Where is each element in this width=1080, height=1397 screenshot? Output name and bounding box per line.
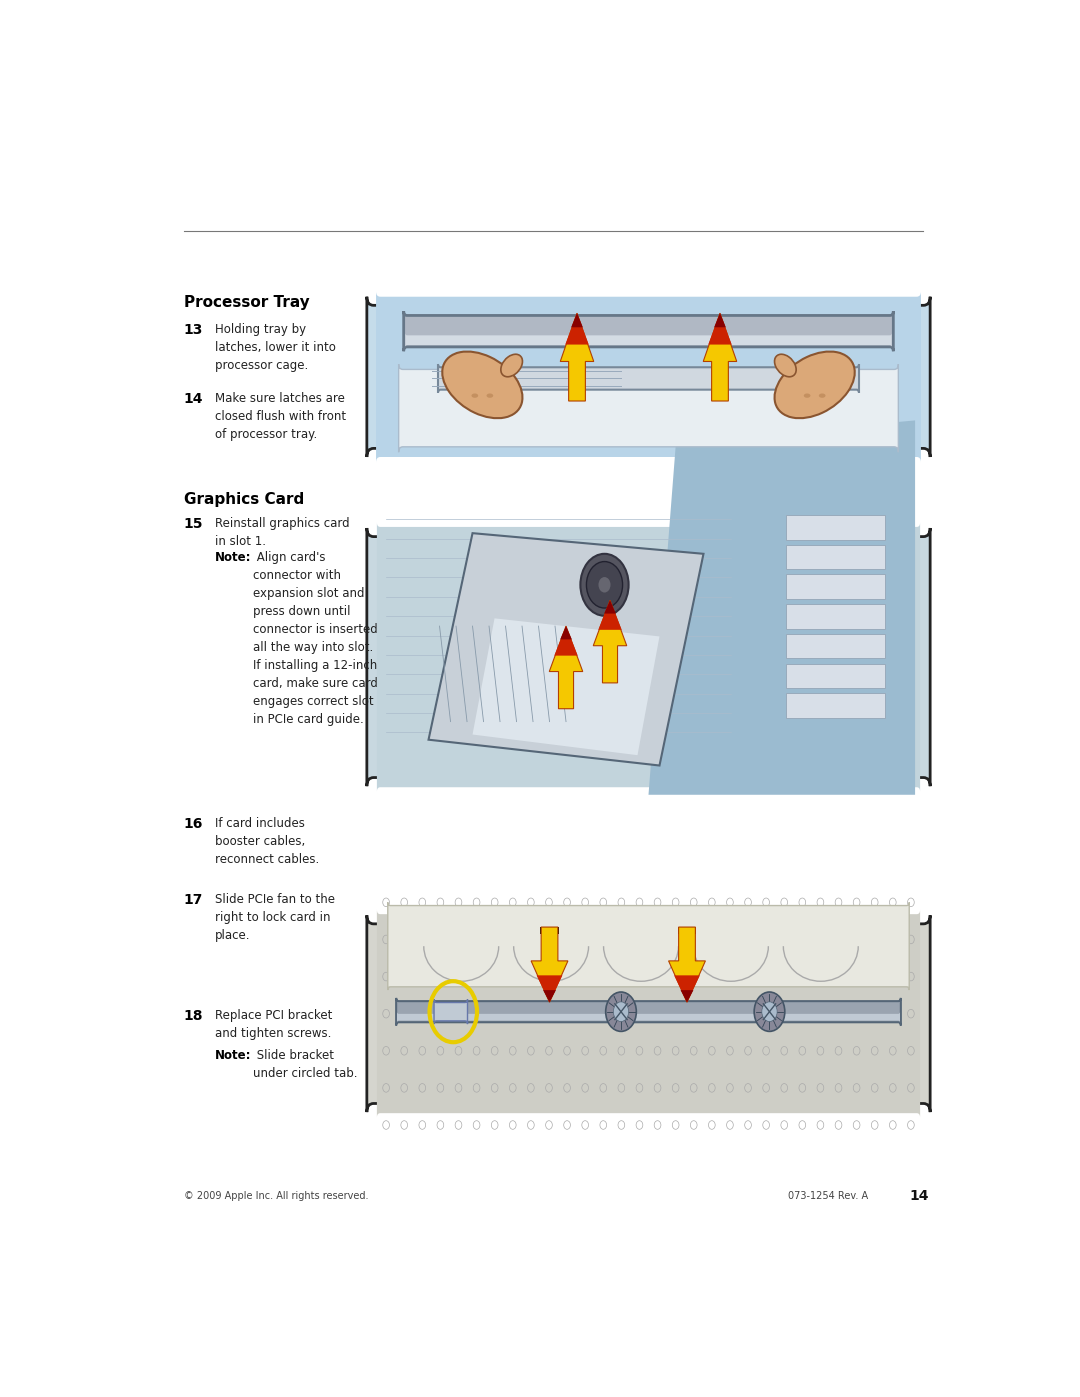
FancyBboxPatch shape bbox=[377, 909, 920, 1118]
Polygon shape bbox=[565, 313, 589, 345]
Polygon shape bbox=[598, 601, 622, 630]
Circle shape bbox=[754, 992, 785, 1031]
FancyBboxPatch shape bbox=[786, 693, 885, 718]
Circle shape bbox=[580, 553, 629, 616]
Text: Processor Tray: Processor Tray bbox=[184, 295, 309, 310]
Text: 18: 18 bbox=[184, 1009, 203, 1023]
FancyBboxPatch shape bbox=[367, 528, 930, 787]
Ellipse shape bbox=[486, 394, 494, 398]
Polygon shape bbox=[680, 990, 693, 1002]
Text: Note:: Note: bbox=[215, 550, 252, 563]
Text: © 2009 Apple Inc. All rights reserved.: © 2009 Apple Inc. All rights reserved. bbox=[184, 1192, 368, 1201]
Polygon shape bbox=[678, 928, 697, 933]
Text: 15: 15 bbox=[184, 517, 203, 531]
Ellipse shape bbox=[819, 394, 825, 398]
FancyBboxPatch shape bbox=[376, 292, 921, 462]
Polygon shape bbox=[669, 928, 705, 1002]
FancyBboxPatch shape bbox=[396, 997, 901, 1025]
Polygon shape bbox=[537, 975, 563, 1002]
Polygon shape bbox=[604, 601, 616, 613]
Polygon shape bbox=[550, 626, 583, 708]
Ellipse shape bbox=[442, 352, 523, 418]
Polygon shape bbox=[531, 928, 568, 1002]
FancyBboxPatch shape bbox=[786, 545, 885, 570]
Polygon shape bbox=[714, 313, 726, 327]
Polygon shape bbox=[593, 601, 626, 683]
FancyBboxPatch shape bbox=[377, 522, 920, 792]
Circle shape bbox=[586, 562, 622, 608]
Text: Slide bracket
under circled tab.: Slide bracket under circled tab. bbox=[253, 1049, 357, 1080]
FancyBboxPatch shape bbox=[786, 574, 885, 599]
Polygon shape bbox=[561, 626, 572, 640]
Ellipse shape bbox=[472, 394, 478, 398]
FancyBboxPatch shape bbox=[404, 312, 893, 351]
Ellipse shape bbox=[501, 355, 523, 377]
Text: If card includes
booster cables,
reconnect cables.: If card includes booster cables, reconne… bbox=[215, 817, 320, 866]
Text: 14: 14 bbox=[909, 1189, 929, 1203]
Text: 16: 16 bbox=[184, 817, 203, 831]
Polygon shape bbox=[429, 534, 703, 766]
Text: Reinstall graphics card
in slot 1.: Reinstall graphics card in slot 1. bbox=[215, 517, 350, 548]
Ellipse shape bbox=[774, 352, 854, 418]
FancyBboxPatch shape bbox=[399, 365, 899, 453]
Polygon shape bbox=[708, 313, 732, 345]
Polygon shape bbox=[473, 619, 660, 756]
Polygon shape bbox=[543, 990, 556, 1002]
Ellipse shape bbox=[774, 355, 796, 377]
FancyBboxPatch shape bbox=[786, 664, 885, 689]
FancyBboxPatch shape bbox=[786, 515, 885, 539]
Polygon shape bbox=[571, 313, 583, 327]
Circle shape bbox=[761, 1002, 778, 1021]
Polygon shape bbox=[703, 313, 737, 401]
Polygon shape bbox=[554, 626, 578, 655]
Text: Align card's
connector with
expansion slot and
press down until
connector is ins: Align card's connector with expansion sl… bbox=[253, 550, 378, 725]
Text: 13: 13 bbox=[184, 323, 203, 337]
Ellipse shape bbox=[804, 394, 810, 398]
Text: 17: 17 bbox=[184, 893, 203, 907]
Text: Note:: Note: bbox=[215, 1049, 252, 1062]
Circle shape bbox=[598, 577, 610, 592]
FancyBboxPatch shape bbox=[438, 365, 859, 393]
Text: Graphics Card: Graphics Card bbox=[184, 493, 303, 507]
Text: Replace PCI bracket
and tighten screws.: Replace PCI bracket and tighten screws. bbox=[215, 1009, 333, 1039]
Text: 073-1254 Rev. A: 073-1254 Rev. A bbox=[788, 1192, 868, 1201]
FancyBboxPatch shape bbox=[397, 1011, 900, 1023]
Text: 14: 14 bbox=[184, 393, 203, 407]
Polygon shape bbox=[648, 420, 915, 795]
Text: Holding tray by
latches, lower it into
processor cage.: Holding tray by latches, lower it into p… bbox=[215, 323, 336, 372]
Polygon shape bbox=[540, 928, 558, 933]
FancyBboxPatch shape bbox=[367, 296, 930, 457]
FancyBboxPatch shape bbox=[786, 604, 885, 629]
FancyBboxPatch shape bbox=[367, 915, 930, 1112]
Circle shape bbox=[606, 992, 636, 1031]
Text: Slide PCIe fan to the
right to lock card in
place.: Slide PCIe fan to the right to lock card… bbox=[215, 893, 336, 942]
FancyBboxPatch shape bbox=[388, 902, 909, 990]
FancyBboxPatch shape bbox=[405, 334, 892, 348]
FancyBboxPatch shape bbox=[434, 999, 468, 1024]
Circle shape bbox=[613, 1002, 629, 1021]
Polygon shape bbox=[674, 975, 700, 1002]
FancyBboxPatch shape bbox=[786, 634, 885, 658]
Polygon shape bbox=[561, 313, 594, 401]
Text: Make sure latches are
closed flush with front
of processor tray.: Make sure latches are closed flush with … bbox=[215, 393, 347, 441]
